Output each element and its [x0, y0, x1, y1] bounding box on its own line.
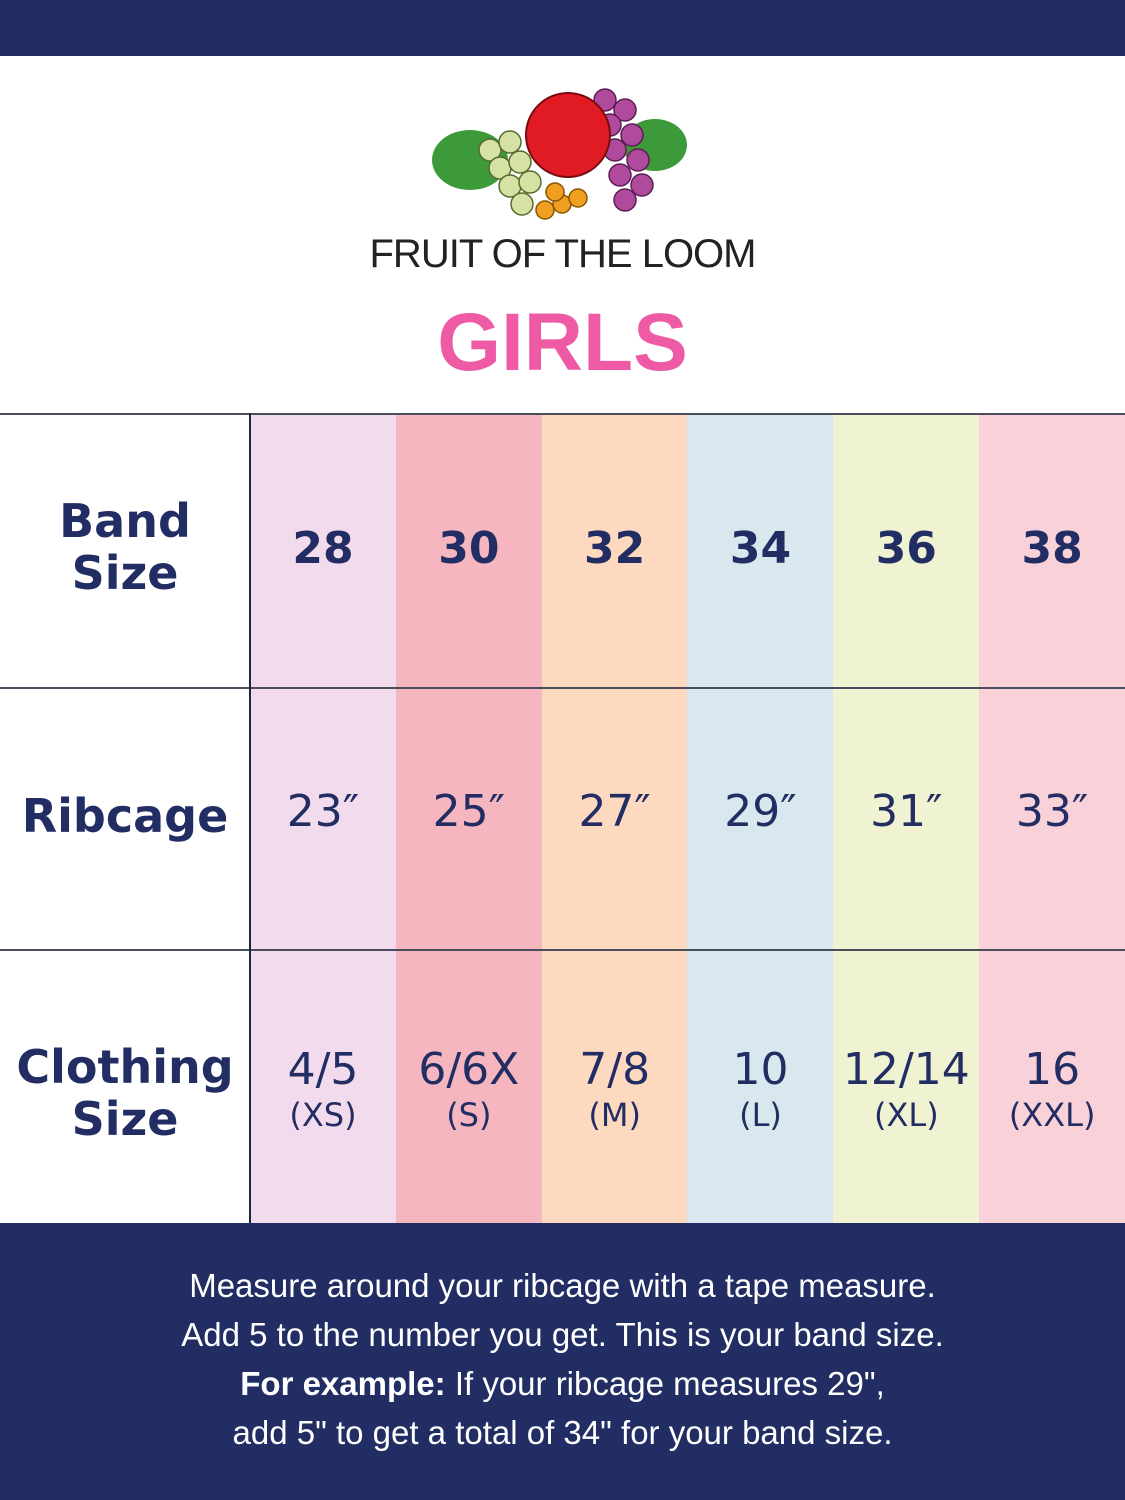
- ribcage-cell: 25″: [396, 786, 542, 837]
- ribcage-cell: 23″: [250, 786, 396, 837]
- size-column: [833, 413, 980, 1223]
- clothing-size-value: 4/5: [287, 1044, 359, 1095]
- clothing-size-value: 7/8: [579, 1044, 651, 1095]
- clothing-size-cell: 16 (XXL): [979, 1045, 1125, 1135]
- currants-icon: [535, 182, 588, 220]
- clothing-size-cell: 10 (L): [687, 1045, 833, 1135]
- band-size-cell: 28: [250, 523, 396, 574]
- clothing-size-value: 12/14: [842, 1044, 970, 1095]
- band-size-value: 28: [292, 523, 354, 574]
- band-size-cell: 30: [396, 523, 542, 574]
- divider: [249, 413, 251, 1223]
- instructions-panel: Measure around your ribcage with a tape …: [0, 1223, 1125, 1500]
- size-column: [541, 413, 688, 1223]
- clothing-size-cell: 7/8 (M): [542, 1045, 688, 1135]
- clothing-size-cell: 6/6X (S): [396, 1045, 542, 1135]
- clothing-size-code: (XS): [289, 1096, 357, 1134]
- band-size-cell: 36: [833, 523, 979, 574]
- clothing-size-value: 6/6X: [418, 1044, 520, 1095]
- clothing-size-value: 16: [1024, 1044, 1081, 1095]
- size-column: [250, 413, 396, 1223]
- instruction-line: Measure around your ribcage with a tape …: [189, 1267, 936, 1304]
- ribcage-value: 27″: [578, 786, 651, 837]
- row-label-clothing-size: Clothing Size: [16, 1040, 234, 1146]
- band-size-value: 32: [584, 523, 646, 574]
- clothing-size-cell: 4/5 (XS): [250, 1045, 396, 1135]
- ribcage-cell: 27″: [542, 786, 688, 837]
- example-label: For example:: [240, 1365, 446, 1402]
- clothing-size-code: (XXL): [1008, 1096, 1096, 1134]
- instruction-line: Add 5 to the number you get. This is you…: [181, 1316, 944, 1353]
- band-size-value: 34: [729, 523, 792, 574]
- ribcage-cell: 29″: [687, 786, 833, 837]
- size-column: [395, 413, 542, 1223]
- clothing-size-cell: 12/14 (XL): [833, 1045, 979, 1135]
- green-grapes-icon: [478, 130, 542, 216]
- top-bar: [0, 0, 1125, 56]
- band-size-value: 36: [875, 523, 937, 574]
- clothing-size-code: (S): [446, 1096, 492, 1134]
- row-label-ribcage: Ribcage: [21, 789, 229, 843]
- clothing-size-code: (M): [588, 1096, 641, 1134]
- band-size-cell: 32: [542, 523, 688, 574]
- size-column: [979, 413, 1125, 1223]
- divider: [0, 413, 1125, 415]
- divider: [0, 949, 1125, 951]
- ribcage-value: 31″: [870, 786, 943, 837]
- purple-grapes-icon: [593, 88, 654, 212]
- ribcage-value: 29″: [724, 786, 797, 837]
- band-size-cell: 38: [979, 523, 1125, 574]
- instruction-line: For example: If your ribcage measures 29…: [0, 1359, 1125, 1408]
- row-label-band-size: Band Size: [59, 494, 191, 600]
- ribcage-value: 25″: [432, 786, 506, 837]
- clothing-size-code: (XL): [873, 1096, 939, 1134]
- ribcage-cell: 31″: [833, 786, 979, 837]
- clothing-size-value: 10: [732, 1044, 789, 1095]
- band-size-value: 38: [1021, 523, 1083, 574]
- fruit-of-the-loom-logo: [432, 88, 687, 220]
- ribcage-cell: 33″: [979, 786, 1125, 837]
- band-size-cell: 34: [687, 523, 833, 574]
- brand-wordmark: FRUIT OF THE LOOM: [369, 232, 757, 276]
- ribcage-value: 33″: [1015, 786, 1089, 837]
- size-column: [687, 413, 834, 1223]
- divider: [0, 687, 1125, 689]
- ribcage-value: 23″: [286, 786, 360, 837]
- instruction-line: add 5" to get a total of 34" for your ba…: [232, 1414, 893, 1451]
- band-size-value: 30: [438, 523, 500, 574]
- page-title: GIRLS: [437, 297, 688, 388]
- example-text: If your ribcage measures 29",: [445, 1365, 885, 1402]
- clothing-size-code: (L): [739, 1096, 782, 1134]
- size-chart-table: 28 23″ 4/5 (XS) 30 25″ 6/6X (S) 32 27″ 7/8 (M) 34 29″…: [0, 413, 1125, 1223]
- apple-icon: [525, 92, 611, 178]
